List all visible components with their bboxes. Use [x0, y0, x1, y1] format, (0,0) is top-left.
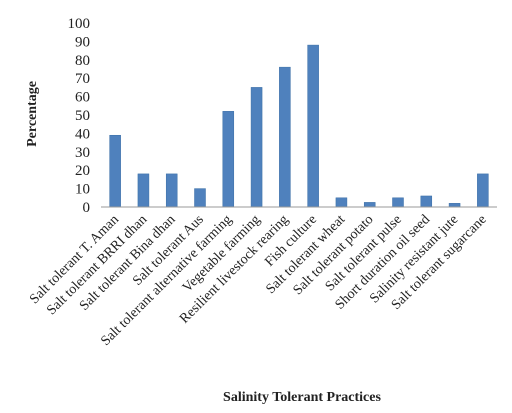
y-tick-label: 60: [75, 90, 90, 106]
y-axis-title: Percentage: [25, 81, 40, 147]
bar: [392, 197, 404, 208]
bar: [363, 202, 376, 208]
y-tick-label: 0: [83, 200, 91, 216]
bar: [335, 197, 348, 208]
bar: [194, 188, 206, 208]
y-tick-label: 70: [75, 71, 90, 87]
y-tick-label: 50: [75, 108, 90, 124]
y-tick-label: 80: [75, 53, 90, 69]
y-tick-label: 100: [68, 16, 91, 32]
bar: [250, 87, 263, 208]
bar: [448, 203, 461, 208]
bar: [109, 134, 121, 208]
y-tick-label: 20: [75, 163, 90, 179]
x-axis-title: Salinity Tolerant Practices: [223, 390, 381, 405]
bar: [420, 195, 433, 208]
bar: [307, 44, 319, 208]
y-tick-label: 90: [75, 34, 90, 50]
y-tick-label: 40: [75, 126, 90, 142]
bar: [477, 173, 489, 208]
bar: [222, 111, 235, 208]
bar: [137, 173, 150, 208]
y-tick-label: 30: [75, 145, 90, 161]
bars: [109, 44, 489, 208]
y-tick-label: 10: [75, 182, 90, 198]
bar: [165, 173, 178, 208]
y-axis-ticks: 0 10 20 30 40 50 60 70 80 90 100: [68, 16, 91, 216]
bar: [279, 66, 291, 208]
